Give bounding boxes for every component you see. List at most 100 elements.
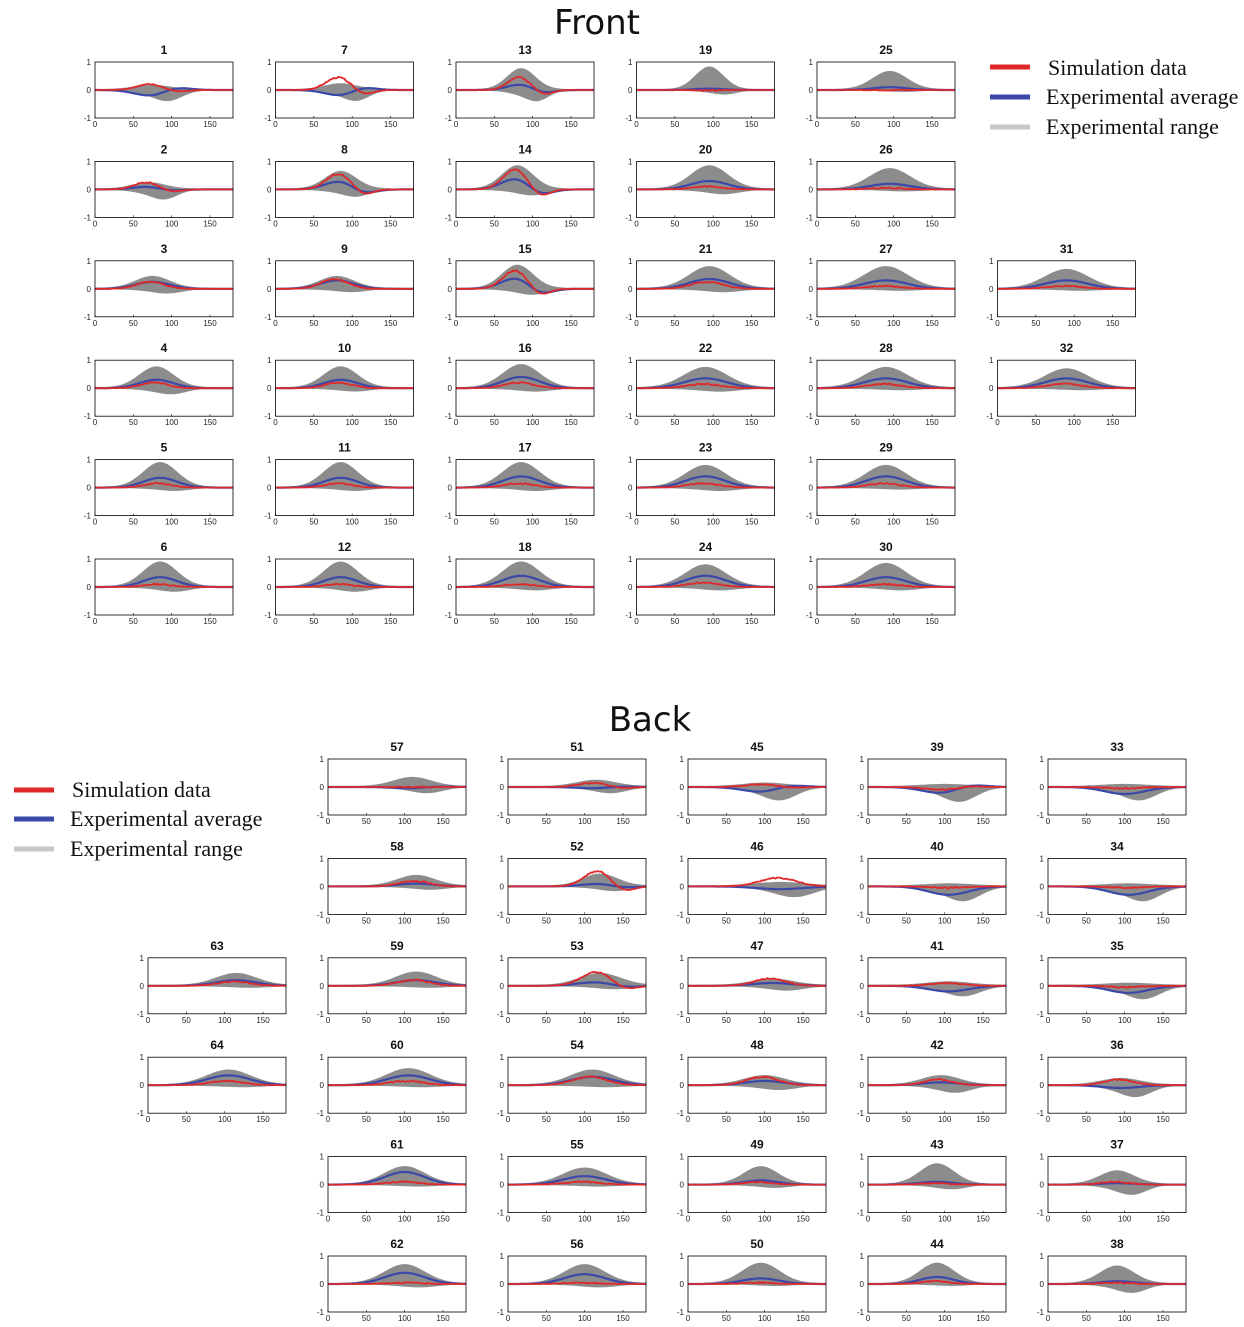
y-tick-label: 0 bbox=[628, 285, 633, 294]
simulation-line bbox=[95, 280, 233, 290]
x-tick-label: 0 bbox=[506, 916, 511, 925]
simulation-line bbox=[817, 88, 955, 92]
simulation-line bbox=[1048, 1077, 1186, 1087]
x-tick-label: 50 bbox=[362, 817, 371, 826]
x-tick-label: 100 bbox=[938, 817, 952, 826]
axes-frame bbox=[816, 459, 956, 517]
y-tick-label: 0 bbox=[87, 185, 92, 194]
x-tick-label: 50 bbox=[542, 1016, 551, 1025]
simulation-line bbox=[456, 269, 594, 295]
simulation-line bbox=[636, 185, 775, 191]
axes-frame bbox=[275, 558, 414, 616]
panel-6: 610-10 50 100 150 bbox=[84, 540, 234, 626]
panel-title: 53 bbox=[570, 939, 584, 953]
x-tick-label: 150 bbox=[925, 219, 939, 228]
x-tick-label: 50 bbox=[309, 518, 318, 527]
y-tick-label: 1 bbox=[267, 157, 272, 166]
y-tick-label: -1 bbox=[317, 1308, 325, 1317]
axes-frame bbox=[867, 1156, 1007, 1213]
panel-title: 36 bbox=[1110, 1038, 1124, 1052]
y-tick-label: 0 bbox=[628, 484, 633, 493]
simulation-line bbox=[817, 186, 955, 191]
axes-frame bbox=[507, 1156, 647, 1213]
y-tick-label: -1 bbox=[1037, 1109, 1045, 1118]
panel-title: 58 bbox=[390, 839, 404, 853]
simulation-line bbox=[328, 1281, 466, 1285]
y-tick-label: -1 bbox=[625, 611, 633, 620]
y-tick-label: 0 bbox=[860, 783, 865, 792]
x-tick-label: 50 bbox=[670, 418, 679, 427]
x-tick-label: 50 bbox=[362, 1314, 371, 1323]
axes-frame bbox=[867, 858, 1007, 915]
x-tick-label: 50 bbox=[129, 219, 138, 228]
y-tick-label: -1 bbox=[625, 512, 633, 521]
x-tick-label: 100 bbox=[758, 1016, 772, 1025]
simulation-line bbox=[456, 381, 594, 390]
panel-title: 24 bbox=[699, 540, 713, 554]
panel-title: 19 bbox=[699, 43, 713, 57]
range-band bbox=[148, 1069, 286, 1088]
x-tick-label: 150 bbox=[976, 1115, 990, 1124]
x-tick-label: 100 bbox=[526, 120, 540, 129]
x-tick-label: 50 bbox=[902, 1215, 911, 1224]
x-tick-label: 50 bbox=[129, 418, 138, 427]
x-tick-label: 150 bbox=[796, 1215, 810, 1224]
x-tick-label: 150 bbox=[745, 120, 759, 129]
y-tick-label: 0 bbox=[500, 982, 505, 991]
x-tick-label: 150 bbox=[616, 1314, 630, 1323]
x-tick-label: 150 bbox=[436, 817, 450, 826]
x-tick-label: 0 bbox=[506, 1115, 511, 1124]
x-tick-label: 0 bbox=[273, 319, 278, 328]
axes-frame bbox=[327, 758, 467, 816]
y-tick-label: 1 bbox=[448, 157, 453, 166]
range-band bbox=[868, 1075, 1006, 1093]
y-tick-label: 1 bbox=[320, 954, 325, 963]
axes-frame bbox=[867, 1056, 1007, 1114]
panel-title: 35 bbox=[1110, 939, 1124, 953]
x-tick-label: 0 bbox=[1046, 817, 1051, 826]
y-tick-label: -1 bbox=[264, 213, 272, 222]
range-band bbox=[95, 182, 233, 200]
x-tick-label: 50 bbox=[182, 1016, 191, 1025]
panel-3: 310-10 50 100 150 bbox=[84, 242, 234, 328]
x-tick-label: 100 bbox=[887, 617, 901, 626]
x-tick-label: 100 bbox=[706, 617, 720, 626]
y-tick-label: 1 bbox=[680, 755, 685, 764]
x-tick-label: 150 bbox=[976, 1016, 990, 1025]
x-tick-label: 100 bbox=[938, 916, 952, 925]
x-tick-label: 0 bbox=[454, 120, 459, 129]
y-tick-label: 0 bbox=[989, 384, 994, 393]
y-tick-label: 0 bbox=[809, 484, 814, 493]
x-tick-label: 100 bbox=[526, 518, 540, 527]
x-tick-label: 100 bbox=[1118, 1115, 1132, 1124]
x-tick-label: 150 bbox=[745, 518, 759, 527]
x-tick-label: 0 bbox=[686, 1215, 691, 1224]
x-tick-label: 150 bbox=[925, 120, 939, 129]
y-tick-label: 0 bbox=[628, 86, 633, 95]
x-tick-label: 100 bbox=[218, 1115, 232, 1124]
panel-title: 31 bbox=[1060, 242, 1074, 256]
x-tick-label: 150 bbox=[976, 916, 990, 925]
x-tick-label: 100 bbox=[887, 418, 901, 427]
x-tick-label: 0 bbox=[326, 1115, 331, 1124]
legend-simulation-label: Simulation data bbox=[1048, 55, 1187, 80]
range-band bbox=[868, 1262, 1006, 1286]
x-tick-label: 150 bbox=[564, 617, 578, 626]
x-tick-label: 100 bbox=[758, 817, 772, 826]
y-tick-label: 0 bbox=[1040, 1081, 1045, 1090]
y-tick-label: 1 bbox=[448, 555, 453, 564]
x-tick-label: 150 bbox=[436, 1115, 450, 1124]
front-legend: Simulation data Experimental average Exp… bbox=[990, 55, 1238, 139]
axes-frame bbox=[327, 957, 467, 1015]
y-tick-label: 0 bbox=[1040, 882, 1045, 891]
y-tick-label: 1 bbox=[989, 356, 994, 365]
axes-frame bbox=[455, 359, 595, 417]
y-tick-label: 1 bbox=[809, 555, 814, 564]
range-band bbox=[456, 165, 594, 196]
y-tick-label: -1 bbox=[806, 412, 814, 421]
y-tick-label: -1 bbox=[857, 910, 865, 919]
